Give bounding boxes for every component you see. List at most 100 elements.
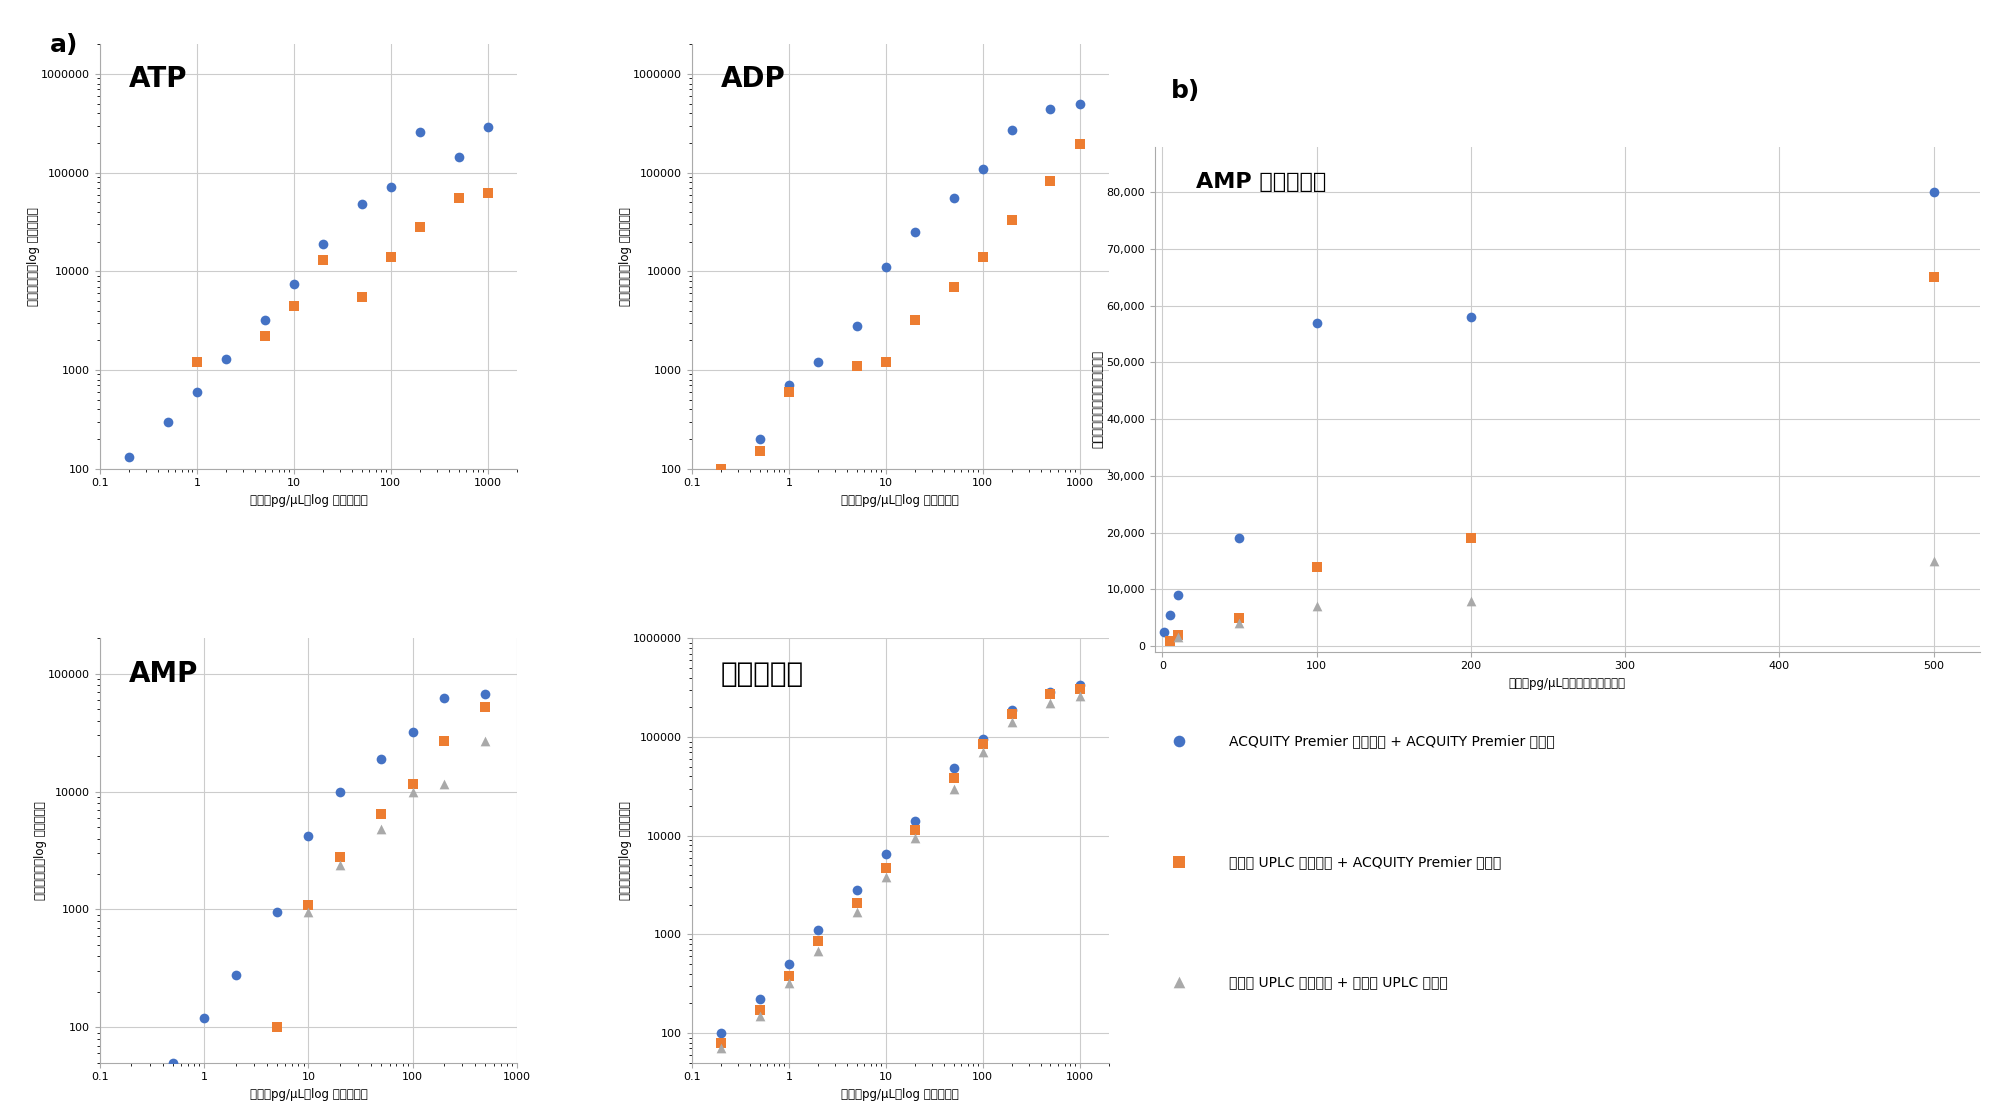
Point bbox=[210, 350, 242, 368]
Point bbox=[996, 211, 1028, 229]
Point bbox=[706, 482, 738, 499]
Point bbox=[870, 859, 902, 877]
Point bbox=[966, 731, 998, 748]
Point bbox=[1454, 592, 1486, 610]
Point bbox=[772, 376, 804, 394]
X-axis label: 濃度（pg/μL、log スケール）: 濃度（pg/μL、log スケール） bbox=[842, 494, 960, 507]
Point bbox=[396, 776, 428, 794]
Point bbox=[706, 1034, 738, 1052]
Point bbox=[324, 783, 356, 800]
Point bbox=[1162, 629, 1194, 646]
Point bbox=[442, 148, 474, 166]
Text: アデノシン: アデノシン bbox=[722, 660, 804, 687]
Point bbox=[470, 732, 502, 749]
Point bbox=[706, 1039, 738, 1057]
Text: ADP: ADP bbox=[722, 65, 786, 93]
Point bbox=[1034, 101, 1066, 118]
Point bbox=[1034, 173, 1066, 190]
Point bbox=[428, 732, 460, 749]
Point bbox=[744, 443, 776, 461]
Point bbox=[870, 868, 902, 886]
Point bbox=[1162, 625, 1194, 643]
Text: a): a) bbox=[50, 33, 78, 58]
Point bbox=[802, 942, 834, 960]
Point bbox=[772, 955, 804, 973]
Point bbox=[966, 159, 998, 177]
Point bbox=[396, 783, 428, 800]
Point bbox=[324, 848, 356, 866]
Point bbox=[938, 769, 970, 787]
Point bbox=[772, 383, 804, 401]
Point bbox=[308, 251, 340, 269]
Y-axis label: レスポンス（log スケール）: レスポンス（log スケール） bbox=[34, 801, 46, 900]
Text: AMP: AMP bbox=[130, 660, 198, 687]
Point bbox=[840, 317, 872, 334]
Point bbox=[324, 856, 356, 873]
Point bbox=[292, 903, 324, 921]
Point bbox=[396, 723, 428, 741]
Point bbox=[292, 896, 324, 913]
Point bbox=[346, 195, 378, 213]
Point bbox=[248, 328, 280, 345]
Point bbox=[1154, 632, 1186, 650]
Point bbox=[1224, 609, 1256, 627]
Point bbox=[404, 218, 436, 236]
Point bbox=[366, 749, 398, 767]
Point bbox=[898, 813, 930, 830]
Point bbox=[1064, 675, 1096, 693]
X-axis label: 濃度（pg/μL、リニアスケール）: 濃度（pg/μL、リニアスケール） bbox=[1508, 676, 1626, 690]
Point bbox=[1224, 614, 1256, 632]
Point bbox=[744, 1006, 776, 1024]
Point bbox=[840, 358, 872, 375]
Point bbox=[262, 1018, 294, 1036]
Point bbox=[1064, 687, 1096, 705]
Point bbox=[220, 965, 252, 983]
Point bbox=[404, 123, 436, 141]
Text: 標準の UPLC システム + ACQUITY Premier カラム: 標準の UPLC システム + ACQUITY Premier カラム bbox=[1228, 855, 1502, 869]
Point bbox=[996, 713, 1028, 731]
Point bbox=[262, 903, 294, 921]
Point bbox=[898, 224, 930, 241]
Point bbox=[346, 288, 378, 306]
Point bbox=[870, 258, 902, 276]
Point bbox=[114, 448, 146, 466]
Point bbox=[156, 1054, 188, 1072]
Point bbox=[1064, 680, 1096, 697]
Point bbox=[1300, 314, 1332, 332]
Y-axis label: レスポンス（log スケール）: レスポンス（log スケール） bbox=[618, 801, 632, 900]
Point bbox=[996, 701, 1028, 718]
Point bbox=[744, 1002, 776, 1020]
Point bbox=[744, 991, 776, 1008]
Point bbox=[1224, 529, 1256, 547]
Point bbox=[966, 744, 998, 762]
Point bbox=[706, 1024, 738, 1042]
Point bbox=[472, 184, 504, 201]
Point bbox=[840, 893, 872, 911]
Point bbox=[966, 248, 998, 266]
Point bbox=[1162, 586, 1194, 603]
Point bbox=[1034, 694, 1066, 712]
Point bbox=[706, 459, 738, 477]
Point bbox=[938, 278, 970, 296]
Point bbox=[472, 118, 504, 136]
Point bbox=[470, 685, 502, 703]
Point bbox=[870, 846, 902, 863]
Point bbox=[278, 275, 310, 292]
Point bbox=[1034, 683, 1066, 701]
Point bbox=[898, 821, 930, 839]
Text: ATP: ATP bbox=[130, 65, 188, 93]
Point bbox=[374, 248, 406, 266]
Point bbox=[1300, 598, 1332, 615]
Point bbox=[996, 705, 1028, 723]
Point bbox=[1034, 685, 1066, 703]
X-axis label: 濃度（pg/μL、log スケール）: 濃度（pg/μL、log スケール） bbox=[842, 1088, 960, 1101]
Point bbox=[840, 903, 872, 921]
Point bbox=[152, 413, 184, 431]
Point bbox=[292, 827, 324, 845]
Point bbox=[1154, 606, 1186, 623]
Text: 標準の UPLC システム + 標準の UPLC カラム: 標準の UPLC システム + 標準の UPLC カラム bbox=[1228, 975, 1448, 990]
X-axis label: 濃度（pg/μL、log スケール）: 濃度（pg/μL、log スケール） bbox=[250, 494, 368, 507]
Point bbox=[938, 759, 970, 777]
Point bbox=[180, 383, 212, 401]
Point bbox=[1064, 95, 1096, 113]
